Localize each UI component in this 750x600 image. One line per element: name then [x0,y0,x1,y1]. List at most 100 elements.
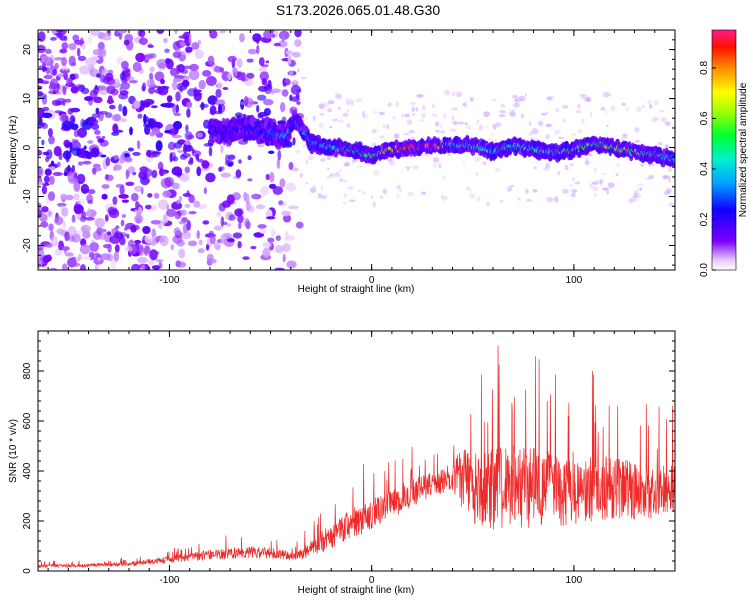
faint-blob [327,108,332,113]
faint-blob [562,104,569,109]
snr-y-tick-label: 0 [22,568,33,574]
faint-blob [432,104,436,108]
noise-blob [100,154,107,158]
noise-blob [237,215,244,224]
noise-blob [244,78,254,86]
noise-blob [100,253,111,261]
noise-blob [140,186,144,195]
noise-blob [64,98,72,103]
faint-blob [500,199,503,203]
noise-blob [292,137,296,146]
faint-blob [604,109,607,115]
faint-blob [492,98,497,102]
faint-blob [346,109,350,113]
noise-blob [263,108,271,116]
noise-blob [119,90,129,96]
faint-blob [382,188,387,195]
noise-blob [104,112,113,119]
faint-blob [514,99,518,103]
noise-blob [220,104,226,113]
noise-blob [139,100,146,111]
noise-blob [143,98,155,105]
faint-blob [373,170,380,176]
faint-blob [338,119,344,124]
noise-blob [72,73,79,80]
faint-blob [403,133,410,136]
faint-blob [396,101,399,108]
noise-blob [63,69,67,77]
noise-blob [118,194,129,199]
noise-blob [61,207,69,217]
noise-blob [64,231,70,242]
noise-blob [42,255,50,264]
noise-blob [196,132,203,138]
faint-blob [506,186,513,192]
noise-blob [61,56,67,67]
noise-blob [73,193,80,201]
faint-blob [307,154,315,161]
noise-blob [41,185,48,195]
noise-blob [247,155,252,161]
faint-blob [396,194,400,198]
faint-blob [635,139,640,143]
noise-blob [172,156,179,162]
noise-blob [179,41,186,47]
noise-blob [42,106,50,112]
noise-blob [93,68,97,76]
faint-blob [372,111,379,114]
noise-blob [45,243,53,249]
noise-blob [176,199,181,205]
noise-blob [79,244,91,255]
noise-blob [76,173,86,185]
noise-blob [80,224,91,234]
noise-blob [134,239,142,244]
noise-blob [87,189,96,195]
faint-blob [543,167,550,171]
noise-blob [147,193,153,198]
faint-blob [318,122,324,128]
noise-blob [172,103,177,114]
noise-blob [136,212,141,220]
faint-blob [555,107,559,113]
noise-blob [241,72,246,82]
noise-blob [162,190,172,198]
noise-blob [41,56,52,64]
noise-blob [215,244,221,251]
noise-blob [285,182,296,192]
ridge-blob [278,124,282,130]
noise-blob [92,167,97,175]
noise-blob [213,225,222,231]
faint-blob [594,193,597,197]
noise-blob [175,91,181,102]
faint-blob [482,161,486,164]
noise-blob [79,65,91,75]
noise-blob [197,40,202,45]
noise-blob [206,75,217,87]
faint-blob [438,163,442,169]
noise-blob [38,181,45,185]
noise-blob [38,149,43,156]
faint-blob [569,163,574,167]
noise-blob [172,80,178,91]
noise-blob [138,37,148,45]
noise-blob [173,227,181,235]
noise-blob [90,56,100,61]
noise-blob [162,213,169,224]
noise-blob [111,114,122,122]
noise-blob [281,210,291,217]
noise-blob [202,70,212,77]
faint-blob [607,182,615,189]
noise-blob [205,244,210,251]
noise-blob [91,113,101,119]
spectrogram-y-tick-label: 20 [22,44,33,56]
noise-blob [43,74,53,80]
noise-blob [179,154,188,160]
noise-blob [158,199,169,210]
faint-blob [356,165,364,168]
snr-y-tick-label: 200 [22,512,33,529]
noise-blob [171,182,180,190]
noise-blob [281,32,285,43]
noise-blob [181,217,188,223]
noise-blob [160,78,165,85]
